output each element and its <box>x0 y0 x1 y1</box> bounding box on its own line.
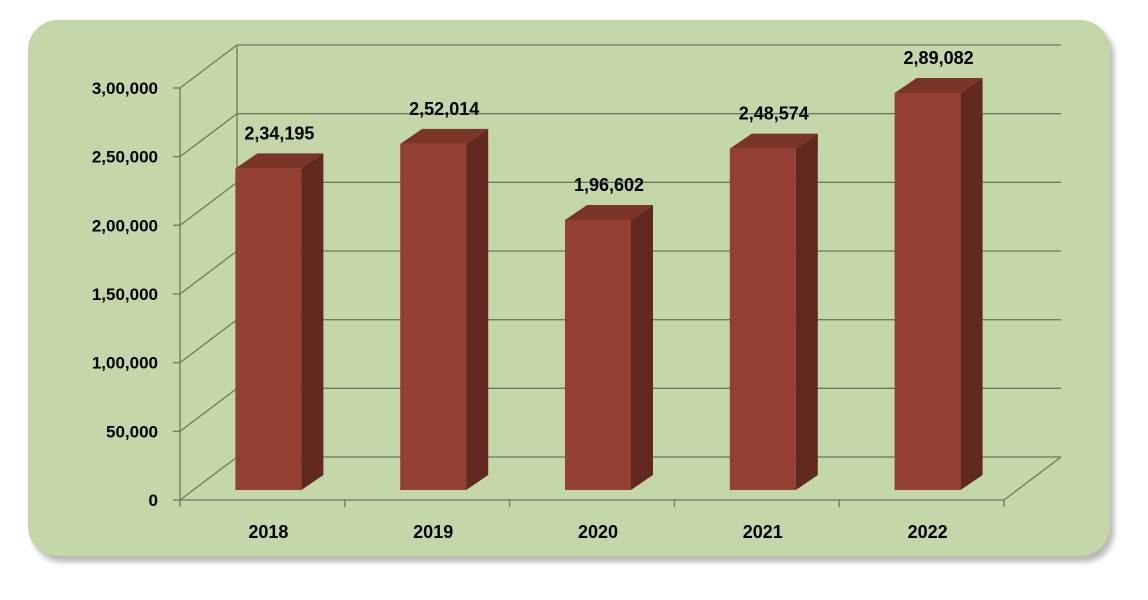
bar-2019 <box>400 128 489 491</box>
y-tick-label: 3,00,000 <box>92 79 158 98</box>
bar-front-face <box>400 143 467 491</box>
bar-layer <box>235 77 983 491</box>
bar-2020 <box>565 204 653 490</box>
data-label: 2,89,082 <box>904 48 974 68</box>
grid-diagonal <box>179 456 238 501</box>
data-label: 2,34,195 <box>244 123 314 143</box>
bar-front-face <box>729 148 796 490</box>
bar-side-face <box>631 204 653 490</box>
grid-diagonal <box>179 181 238 226</box>
bar-front-face <box>235 168 302 490</box>
grid-diagonal <box>179 44 238 89</box>
y-tick-label: 2,00,000 <box>92 216 158 235</box>
y-tick-label: 1,00,000 <box>92 354 158 373</box>
y-tick-label: 0 <box>149 491 158 510</box>
x-tick-label: 2022 <box>908 522 948 542</box>
bar-top-face <box>235 153 324 169</box>
x-tick-label: 2020 <box>578 522 618 542</box>
bar-side-face <box>301 153 324 490</box>
bar-side-face <box>960 77 983 491</box>
grid-diagonal <box>179 250 238 295</box>
grid-diagonal <box>179 113 238 158</box>
grid-diagonal <box>179 387 238 432</box>
x-tick-label: 2021 <box>743 522 783 542</box>
grid-diagonal <box>179 319 238 364</box>
x-tick-label: 2018 <box>248 522 288 542</box>
data-label: 2,52,014 <box>409 99 479 119</box>
y-tick-label: 50,000 <box>106 422 158 441</box>
floor-edge <box>1003 456 1062 501</box>
bar-2022 <box>894 77 983 491</box>
bar-front-face <box>894 92 961 491</box>
y-tick-label: 2,50,000 <box>92 148 158 167</box>
bar-side-face <box>795 133 818 490</box>
bar-2018 <box>235 153 324 490</box>
y-tick-label: 1,50,000 <box>92 285 158 304</box>
bar-top-face <box>894 77 983 93</box>
bar-front-face <box>565 219 631 490</box>
bar-side-face <box>466 128 489 491</box>
data-label: 1,96,602 <box>574 175 644 195</box>
x-tick-label: 2019 <box>413 522 453 542</box>
bar-top-face <box>565 204 653 220</box>
bar-top-face <box>729 133 818 149</box>
label-layer: 0 50,000 1,00,000 1,50,000 2,00,000 2,50,000 3… <box>92 48 974 542</box>
bar-2021 <box>729 133 818 490</box>
bar-top-face <box>400 128 489 144</box>
data-label: 2,48,574 <box>739 104 809 124</box>
